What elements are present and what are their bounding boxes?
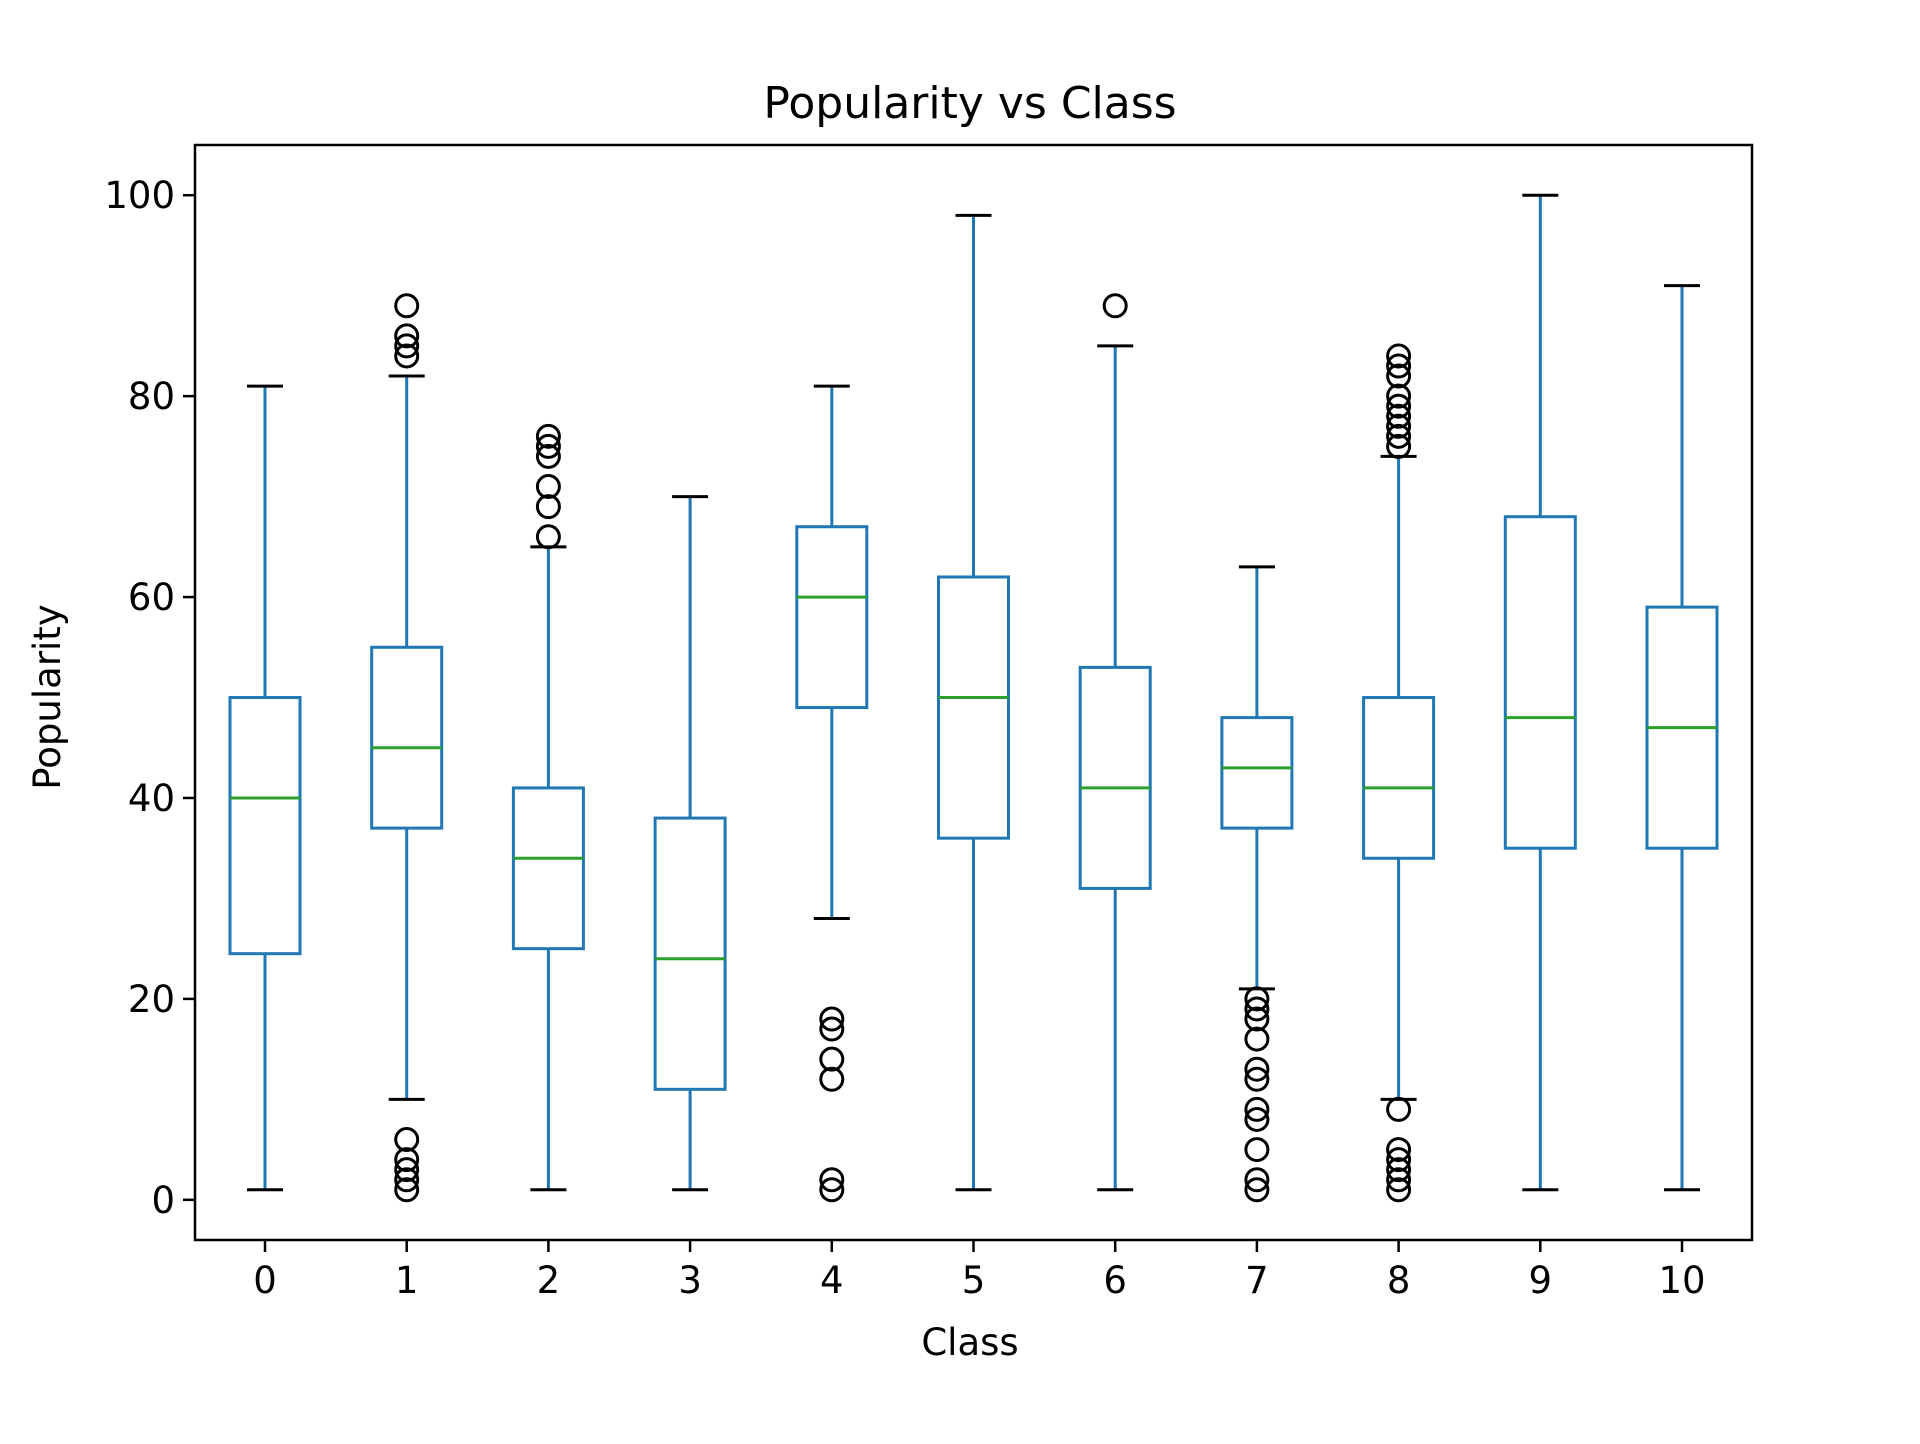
- box-4: [795, 525, 869, 710]
- x-tick-label-1: 1: [395, 1259, 419, 1302]
- y-tick-label-20: 20: [128, 978, 175, 1021]
- flier-8-12: [1386, 363, 1412, 389]
- y-tick-label-100: 100: [104, 174, 175, 217]
- flier-2-0: [535, 524, 561, 550]
- x-tick-label-8: 8: [1387, 1259, 1411, 1302]
- flier-7-10: [1244, 986, 1270, 1012]
- flier-7-4: [1244, 1096, 1270, 1122]
- flier-1-7: [394, 323, 420, 349]
- flier-8-13: [1386, 353, 1412, 379]
- flier-7-0: [1244, 1177, 1270, 1203]
- flier-1-5: [394, 343, 420, 369]
- box-5: [937, 575, 1010, 840]
- flier-7-6: [1244, 1056, 1270, 1082]
- flier-8-11: [1386, 383, 1412, 409]
- flier-7-3: [1244, 1106, 1270, 1132]
- x-tick-label-10: 10: [1658, 1259, 1705, 1302]
- x-tick-label-6: 6: [1103, 1259, 1127, 1302]
- y-tick-label-80: 80: [128, 375, 175, 418]
- flier-7-1: [1244, 1167, 1270, 1193]
- x-axis-label: Class: [921, 1321, 1018, 1364]
- flier-2-3: [535, 443, 561, 469]
- flier-7-7: [1244, 1026, 1270, 1052]
- flier-2-4: [535, 433, 561, 459]
- x-tick-label-5: 5: [962, 1259, 986, 1302]
- flier-2-1: [535, 494, 561, 520]
- x-tick-label-9: 9: [1529, 1259, 1553, 1302]
- flier-4-1: [819, 1167, 845, 1193]
- flier-8-5: [1386, 1096, 1412, 1122]
- y-axis-label: Popularity: [26, 604, 69, 789]
- flier-6-0: [1102, 293, 1128, 319]
- x-tick-label-3: 3: [678, 1259, 702, 1302]
- flier-1-3: [394, 1147, 420, 1173]
- flier-4-0: [819, 1177, 845, 1203]
- flier-1-2: [394, 1157, 420, 1183]
- flier-2-2: [535, 474, 561, 500]
- chart-title: Popularity vs Class: [763, 78, 1176, 129]
- flier-1-4: [394, 1127, 420, 1153]
- flier-8-6: [1386, 433, 1412, 459]
- y-tick-label-60: 60: [128, 576, 175, 619]
- flier-8-10: [1386, 393, 1412, 419]
- flier-1-8: [394, 293, 420, 319]
- flier-8-0: [1386, 1177, 1412, 1203]
- box-8: [1362, 696, 1436, 860]
- x-tick-label-0: 0: [253, 1259, 277, 1302]
- flier-2-5: [535, 423, 561, 449]
- flier-7-2: [1244, 1137, 1270, 1163]
- flier-8-7: [1386, 423, 1412, 449]
- flier-8-8: [1386, 413, 1412, 439]
- plot-area: 0 20 40 60 80 100 0 1 2 3 4 5 6 7 8 9 10: [104, 143, 1754, 1302]
- box-2: [511, 786, 585, 951]
- flier-1-0: [394, 1177, 420, 1203]
- flier-8-2: [1386, 1157, 1412, 1183]
- box-6: [1078, 665, 1152, 890]
- flier-8-3: [1386, 1147, 1412, 1173]
- box-0: [228, 696, 302, 956]
- flier-7-8: [1244, 1006, 1270, 1032]
- flier-4-5: [819, 1006, 845, 1032]
- x-tick-label-7: 7: [1245, 1259, 1269, 1302]
- flier-4-3: [819, 1046, 845, 1072]
- box-1: [370, 645, 444, 830]
- flier-8-14: [1386, 343, 1412, 369]
- flier-8-1: [1386, 1167, 1412, 1193]
- flier-8-9: [1386, 403, 1412, 429]
- flier-7-5: [1244, 1066, 1270, 1092]
- x-tick-label-4: 4: [820, 1259, 844, 1302]
- y-tick-label-0: 0: [151, 1179, 175, 1222]
- y-tick-label-40: 40: [128, 777, 175, 820]
- box-7: [1220, 716, 1294, 830]
- flier-4-2: [819, 1066, 845, 1092]
- flier-8-4: [1386, 1137, 1412, 1163]
- x-tick-label-2: 2: [537, 1259, 561, 1302]
- flier-1-1: [394, 1167, 420, 1193]
- box-3: [653, 816, 727, 1091]
- flier-4-4: [819, 1016, 845, 1042]
- flier-1-6: [394, 333, 420, 359]
- box-9: [1503, 515, 1577, 850]
- flier-7-9: [1244, 996, 1270, 1022]
